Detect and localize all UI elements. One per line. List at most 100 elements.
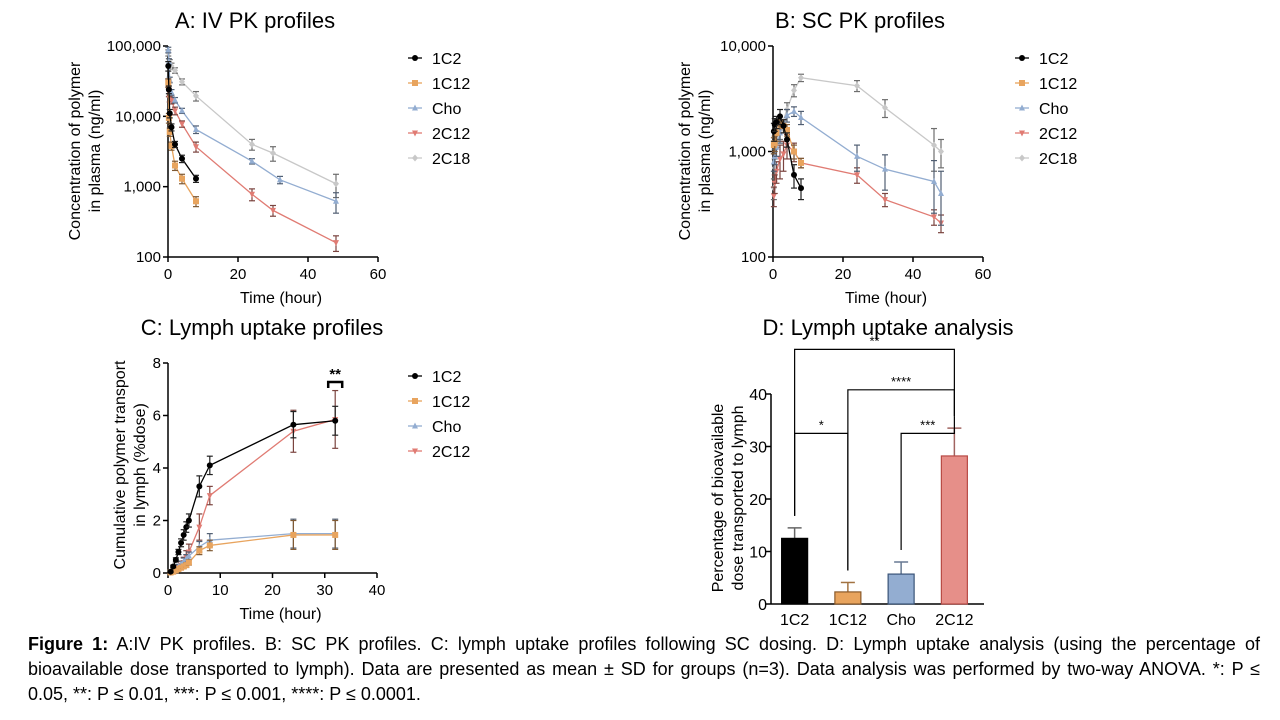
data-point (773, 119, 780, 126)
data-point (193, 92, 199, 100)
data-point (172, 556, 179, 563)
legend-marker (412, 448, 418, 455)
data-point (196, 524, 203, 531)
panel-c: C: Lymph uptake profiles 0 10 20 30 40 0 2 4 6 8 Ti… (112, 315, 470, 623)
data-point (206, 462, 213, 469)
significance-label: **** (891, 374, 911, 389)
data-point (333, 180, 339, 188)
y-axis-label-line: Concentration of polymer (677, 61, 694, 240)
x-tick-label: 2C12 (935, 612, 973, 629)
significance-label: * (819, 417, 824, 432)
legend-label: 1C2 (432, 369, 461, 386)
data-point (165, 86, 172, 93)
data-point (180, 531, 187, 538)
legend-marker (1019, 154, 1025, 162)
y-tick-label: 40 (749, 387, 767, 404)
legend-label: 2C18 (1039, 151, 1077, 168)
data-point (931, 214, 937, 221)
y-tick-label: 4 (153, 460, 161, 477)
y-tick-label: 100,000 (107, 38, 161, 55)
x-tick-label: 30 (316, 582, 333, 599)
data-point (938, 189, 944, 196)
legend-item-cho: Cho (1015, 101, 1068, 118)
data-point (193, 125, 199, 132)
panel-b: B: SC PK profiles 0 20 40 60 100 1,000 10,000 Ti… (677, 8, 1077, 307)
data-point (791, 171, 797, 178)
y-axis-label-line: Percentage of bioavailable (710, 404, 727, 593)
legend-marker (1019, 80, 1025, 86)
data-point (168, 124, 175, 131)
y-axis-label-line: in plasma (ng/ml) (697, 90, 714, 213)
series-1c12 (167, 519, 339, 576)
y-tick-label: 6 (153, 408, 161, 425)
legend-item-1c2: 1C2 (1015, 51, 1068, 68)
data-point (333, 197, 339, 204)
data-point (179, 175, 185, 182)
bar (887, 573, 915, 605)
legend-item-1c2: 1C2 (408, 51, 461, 68)
legend-item-2c12: 2C12 (408, 444, 470, 461)
x-tick-label: 20 (835, 266, 852, 283)
panel-title: C: Lymph uptake profiles (141, 315, 384, 340)
legend-marker (412, 154, 418, 162)
data-point (290, 531, 297, 538)
y-tick-label: 100 (741, 249, 766, 266)
data-point (179, 121, 185, 128)
x-tick-label: 1C2 (780, 612, 809, 629)
y-tick-label: 8 (153, 355, 161, 372)
data-point (791, 148, 797, 155)
data-point (249, 140, 255, 148)
significance-label: *** (920, 417, 935, 432)
data-point (931, 141, 937, 149)
data-point (185, 517, 192, 524)
data-point (773, 129, 780, 136)
x-tick-label: 10 (212, 582, 229, 599)
legend-label: 1C2 (432, 51, 461, 68)
data-point (179, 78, 185, 86)
data-point (882, 104, 888, 112)
data-point (166, 128, 173, 135)
panel-title: D: Lymph uptake analysis (762, 315, 1013, 340)
legend-label: 2C12 (1039, 126, 1077, 143)
data-point (780, 122, 787, 129)
panel-a: A: IV PK profiles 0 20 40 60 100 1,000 10,000 10… (67, 8, 470, 307)
legend-marker (412, 55, 418, 61)
data-point (290, 421, 297, 428)
data-point (882, 165, 888, 172)
legend-item-1c12: 1C12 (1015, 76, 1077, 93)
data-point (784, 111, 790, 118)
data-point (938, 148, 944, 155)
legend-marker (412, 398, 418, 404)
x-tick-label: 0 (769, 266, 777, 283)
series-1c2 (165, 61, 199, 183)
y-tick-label: 2 (153, 513, 161, 530)
data-point (333, 240, 339, 247)
x-tick-label: 60 (370, 266, 387, 283)
data-point (206, 493, 213, 500)
legend-label: 1C12 (432, 394, 470, 411)
y-axis-label: Cumulative polymer transport in lymph (%d… (112, 360, 149, 570)
legend-item-cho: Cho (408, 419, 461, 436)
data-point (784, 126, 790, 133)
data-point (854, 172, 860, 179)
series-line (170, 534, 336, 574)
panel-title: A: IV PK profiles (175, 8, 335, 33)
data-point (165, 62, 172, 69)
legend-label: Cho (432, 419, 461, 436)
data-point (882, 197, 888, 204)
data-point (854, 82, 860, 90)
legend-item-2c12: 2C12 (1015, 126, 1077, 143)
x-tick-label: 1C12 (829, 612, 867, 629)
y-axis-label-line: Concentration of polymer (67, 61, 84, 240)
legend-marker (1019, 130, 1025, 137)
data-point (166, 110, 173, 117)
y-tick-label: 20 (749, 492, 767, 509)
caption-text: A:IV PK profiles. B: SC PK profiles. C: … (28, 634, 1260, 704)
series-2c12 (167, 389, 339, 576)
bar-group-1c12: 1C12 (829, 581, 867, 629)
legend-label: 2C18 (432, 151, 470, 168)
legend-marker (412, 104, 418, 111)
legend-marker (412, 373, 418, 379)
y-tick-label: 30 (749, 440, 767, 457)
